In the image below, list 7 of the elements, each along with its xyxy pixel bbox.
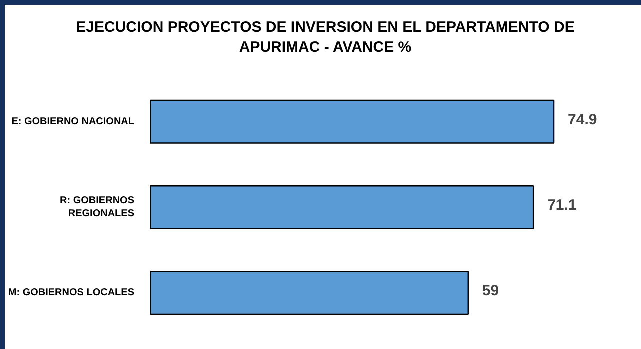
y-tick-label: R: GOBIERNOS REGIONALES: [60, 195, 135, 220]
y-tick-label: M: GOBIERNOS LOCALES: [8, 288, 135, 299]
data-label: 74.9: [568, 111, 598, 128]
data-label: 71.1: [548, 197, 577, 214]
chart-title: EJECUCION PROYECTOS DE INVERSION EN EL DEPARTAMENTO DE APURIMAC - AVANCE %: [76, 18, 575, 57]
y-tick-label: E: GOBIERNO NACIONAL: [12, 116, 135, 128]
data-label: 59: [482, 282, 500, 300]
